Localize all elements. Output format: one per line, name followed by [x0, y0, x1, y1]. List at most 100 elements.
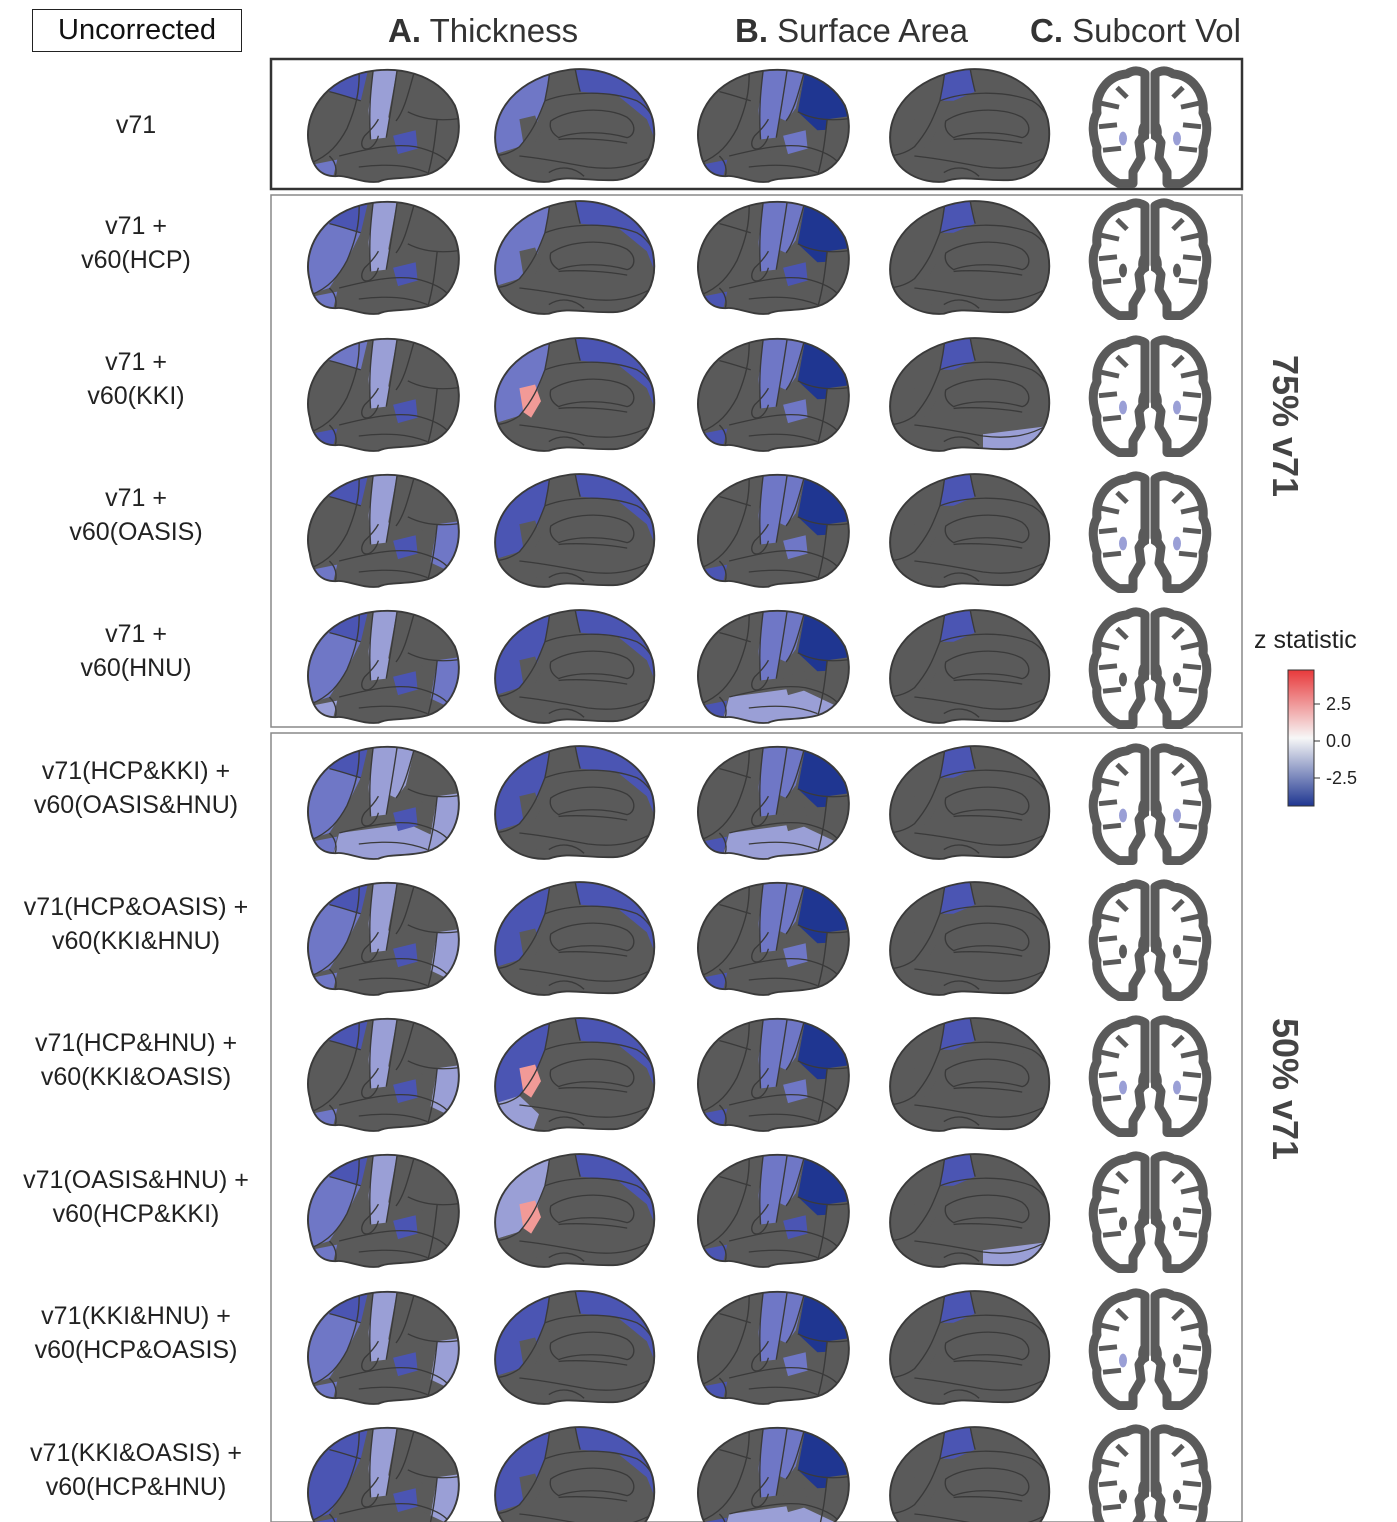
- brain-region: [588, 1241, 655, 1267]
- brain-map-subcortical-coronal: [1088, 66, 1212, 188]
- brain-region: [388, 69, 416, 122]
- legend-tick: 0.0: [1326, 731, 1352, 751]
- brain-region: [388, 1018, 416, 1071]
- brain-map-thickness-medial: [494, 1017, 656, 1132]
- brain-region: [388, 1291, 416, 1344]
- brain-region: [1173, 1216, 1181, 1231]
- brain-map-surface-area-lateral: [697, 1017, 850, 1132]
- brain-region: [783, 262, 808, 287]
- brain-region: [388, 1427, 416, 1480]
- panel-box-75: [270, 194, 1243, 728]
- brain-region: [393, 1488, 418, 1513]
- brain-region: [1119, 1080, 1127, 1095]
- brain-region: [1173, 808, 1181, 823]
- brain-region: [758, 746, 789, 817]
- brain-region: [1119, 808, 1127, 823]
- brain-region: [393, 1352, 418, 1377]
- brain-region: [783, 943, 808, 968]
- brain-region: [588, 697, 655, 723]
- brain-map-subcortical-coronal: [1088, 1288, 1212, 1410]
- brain-region: [783, 399, 808, 424]
- brain-map-subcortical-coronal: [1088, 1151, 1212, 1273]
- brain-region: [368, 69, 399, 140]
- brain-region: [1119, 1216, 1127, 1231]
- brain-region: [1119, 1353, 1127, 1368]
- brain-region: [1173, 131, 1181, 146]
- column-letter-c: C.: [1030, 12, 1063, 49]
- panel-box-uncorrected: [269, 57, 1244, 191]
- brain-region: [393, 130, 418, 155]
- brain-region: [758, 882, 789, 953]
- brain-map-thickness-lateral: [307, 881, 460, 996]
- brain-region: [983, 156, 1050, 182]
- brain-region: [368, 1154, 399, 1225]
- brain-region: [1173, 400, 1181, 415]
- row-label: v71(KKI&HNU) + v60(HCP&OASIS): [34, 1302, 238, 1364]
- brain-region: [719, 1504, 838, 1522]
- column-header-thickness: A. Thickness: [388, 12, 578, 50]
- column-name-subcort-vol: Subcort Vol: [1072, 12, 1241, 49]
- brain-map-thickness-medial: [494, 1153, 656, 1268]
- brain-map-thickness-medial: [494, 473, 656, 588]
- brain-map-thickness-lateral: [307, 337, 460, 452]
- brain-region: [368, 1018, 399, 1089]
- brain-region: [758, 1291, 789, 1362]
- brain-map-surface-area-medial: [889, 68, 1051, 183]
- brain-region: [783, 807, 808, 832]
- brain-map-thickness-lateral: [307, 1017, 460, 1132]
- brain-map-thickness-medial: [494, 609, 656, 724]
- brain-map-thickness-lateral: [307, 200, 460, 315]
- brain-region: [983, 697, 1050, 723]
- brain-map-surface-area-medial: [889, 609, 1051, 724]
- brain-map-subcortical-coronal: [1088, 607, 1212, 729]
- brain-map-surface-area-lateral: [697, 745, 850, 860]
- column-header-subcort-vol: C. Subcort Vol: [1030, 12, 1241, 50]
- brain-region: [393, 399, 418, 424]
- brain-region: [588, 425, 655, 451]
- brain-region: [778, 882, 806, 935]
- brain-map-surface-area-lateral: [697, 881, 850, 996]
- brain-map-surface-area-lateral: [697, 200, 850, 315]
- panel-box-50: [270, 732, 1243, 1522]
- brain-map-surface-area-medial: [889, 1153, 1051, 1268]
- column-name-thickness: Thickness: [429, 12, 579, 49]
- brain-region: [983, 1241, 1050, 1267]
- brain-region: [758, 69, 789, 140]
- row-label: v71(HCP&OASIS) + v60(KKI&HNU): [23, 893, 249, 955]
- legend-colorbar: [1287, 669, 1315, 807]
- brain-map-surface-area-medial: [889, 473, 1051, 588]
- brain-region: [588, 1105, 655, 1131]
- brain-map-subcortical-coronal: [1088, 743, 1212, 865]
- brain-region: [588, 288, 655, 314]
- brain-region: [1119, 672, 1127, 687]
- brain-map-thickness-medial: [494, 1426, 656, 1522]
- brain-region: [1173, 672, 1181, 687]
- brain-region: [388, 338, 416, 391]
- brain-map-surface-area-medial: [889, 881, 1051, 996]
- brain-map-surface-area-lateral: [697, 68, 850, 183]
- brain-region: [368, 474, 399, 545]
- brain-region: [588, 156, 655, 182]
- brain-map-surface-area-lateral: [697, 1153, 850, 1268]
- brain-region: [368, 882, 399, 953]
- brain-region: [983, 1378, 1050, 1404]
- brain-region: [778, 746, 806, 799]
- brain-region: [783, 1488, 808, 1513]
- brain-region: [778, 69, 806, 122]
- brain-region: [983, 288, 1050, 314]
- brain-region: [1173, 1489, 1181, 1504]
- brain-region: [368, 746, 399, 817]
- brain-map-subcortical-coronal: [1088, 1015, 1212, 1137]
- brain-map-thickness-medial: [494, 200, 656, 315]
- brain-region: [983, 969, 1050, 995]
- brain-region: [983, 425, 1050, 451]
- row-label: v71 + v60(HNU): [80, 620, 192, 682]
- brain-region: [368, 1427, 399, 1498]
- brain-map-subcortical-coronal: [1088, 471, 1212, 593]
- brain-region: [393, 262, 418, 287]
- row-label: v71 + v60(KKI): [87, 348, 185, 410]
- brain-map-subcortical-coronal: [1088, 879, 1212, 1001]
- brain-map-subcortical-coronal: [1088, 1424, 1212, 1522]
- brain-region: [388, 1154, 416, 1207]
- brain-region: [427, 1472, 459, 1522]
